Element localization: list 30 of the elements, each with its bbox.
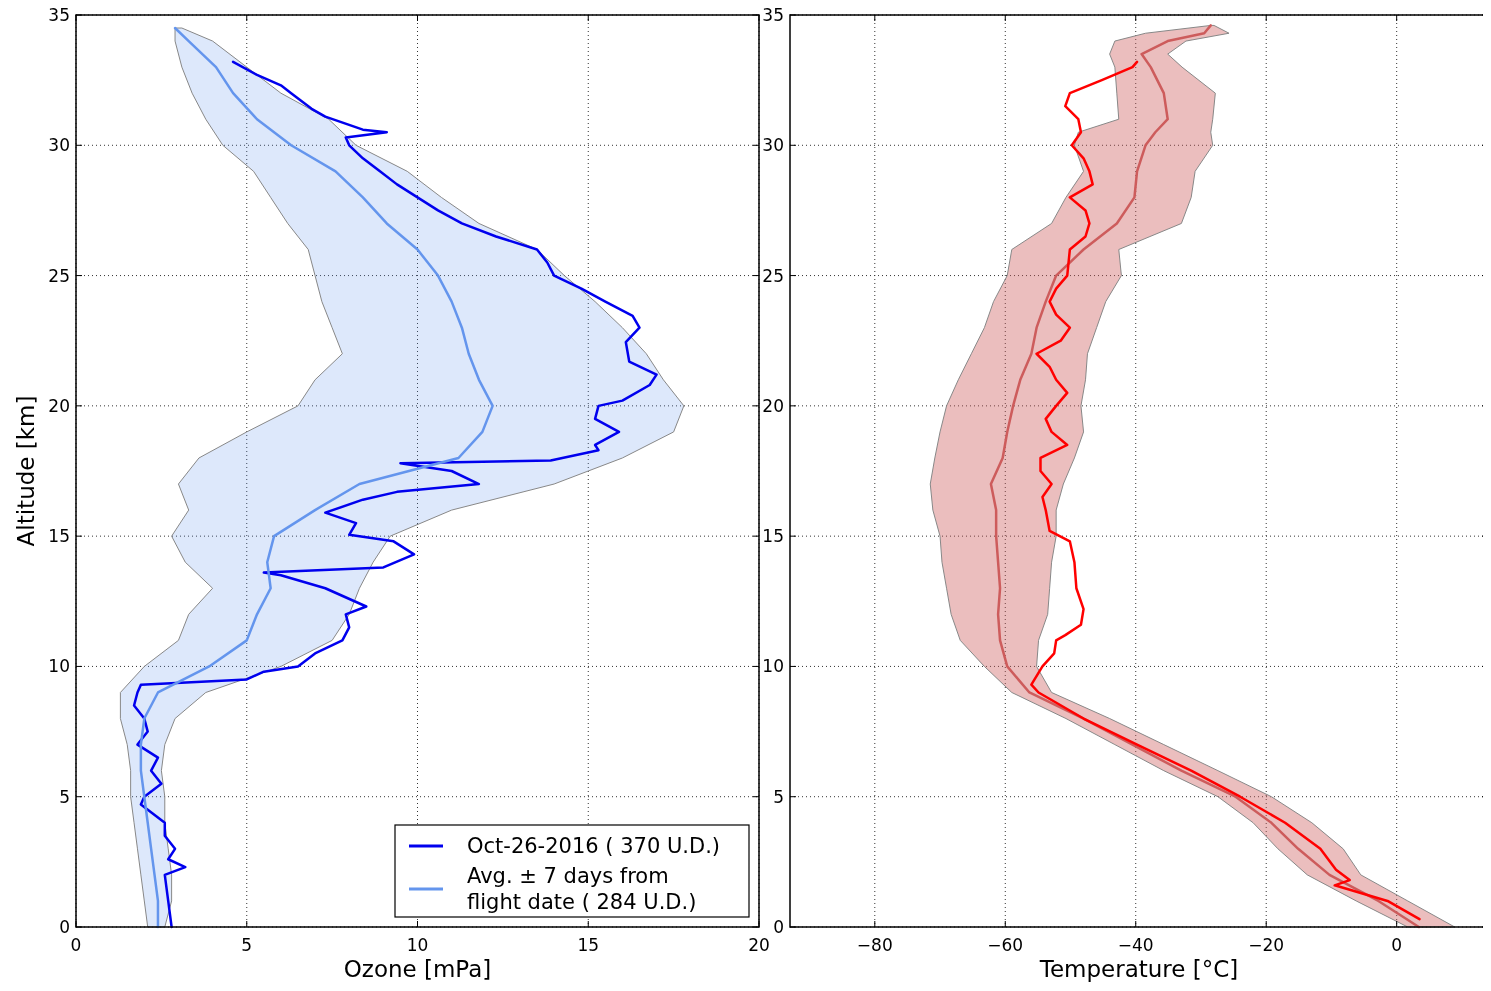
y-tick-label: 10 [48,656,70,677]
y-tick-label: 25 [762,265,784,286]
x-tick-label: 10 [406,935,429,955]
x-axis-title: Ozone [mPa] [343,956,492,982]
y-tick-label: 15 [48,526,70,547]
y-tick-label: 30 [48,135,70,156]
y-tick-label: 20 [762,395,784,416]
y-tick-label: 20 [48,395,70,416]
y-tick-label: 0 [773,917,784,937]
x-tick-label: 5 [241,935,253,955]
y-tick-label: 5 [59,786,70,807]
y-tick-label: 35 [762,5,784,25]
y-tick-label: 0 [59,917,70,937]
x-tick-label: −20 [1248,935,1285,955]
y-tick-label: 10 [762,656,784,677]
y-tick-label: 30 [762,135,784,156]
legend-label: Avg. ± 7 days from flight date ( 284 U.D.) [467,864,697,914]
y-tick-label: 35 [48,5,70,25]
y-tick-label: 5 [773,786,784,807]
y-axis-title: Altitude [km] [13,395,39,547]
x-tick-label: 20 [748,935,770,955]
x-tick-label: −80 [856,935,893,955]
x-tick-label: −40 [1117,935,1154,955]
y-tick-label: 15 [762,526,784,547]
legend-label: Oct-26-2016 ( 370 U.D.) [467,834,721,858]
x-axis-title: Temperature [°C] [1038,956,1239,982]
x-tick-label: 0 [1391,935,1403,955]
x-tick-label: 15 [577,935,600,955]
y-tick-label: 25 [48,265,70,286]
x-tick-label: −60 [987,935,1024,955]
